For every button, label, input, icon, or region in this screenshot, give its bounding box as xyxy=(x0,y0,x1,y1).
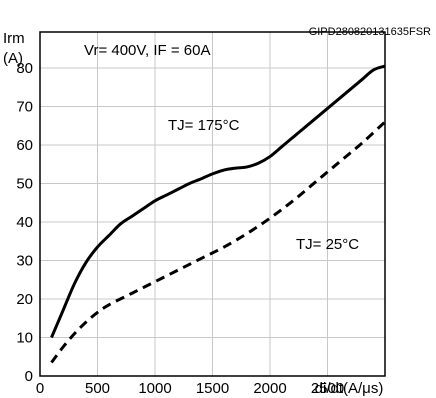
x-axis-label: di/dt(A/μs) xyxy=(315,380,384,397)
y-tick-label: 50 xyxy=(16,176,33,193)
x-tick-label: 500 xyxy=(85,380,110,397)
series-lines xyxy=(50,64,387,364)
y-tick-label: 10 xyxy=(16,330,33,347)
series-line-tj-175 xyxy=(50,64,386,339)
y-axis-label-top: Irm xyxy=(3,30,25,47)
y-tick-label: 60 xyxy=(16,137,33,154)
condition-text: Vr= 400V, IF = 60A xyxy=(84,42,210,59)
grid xyxy=(40,32,385,376)
x-tick-label: 2000 xyxy=(253,380,286,397)
x-tick-labels: 0 500 1000 1500 2000 2500 xyxy=(36,380,344,397)
y-tick-label: 40 xyxy=(16,214,33,231)
y-tick-label: 70 xyxy=(16,99,33,116)
annotation-tj-25: TJ= 25°C xyxy=(296,236,359,253)
x-tick-label: 1000 xyxy=(138,380,171,397)
chart-id-text: GIPD280820131635FSR xyxy=(309,26,431,38)
plot-frame xyxy=(39,31,386,377)
annotation-tj-175: TJ= 175°C xyxy=(168,117,240,134)
y-tick-labels: 0 10 20 30 40 50 60 70 80 xyxy=(16,60,33,385)
series-line-tj-25 xyxy=(50,120,387,364)
x-tick-label: 2500 xyxy=(311,380,344,397)
y-axis-unit: (A) xyxy=(3,50,23,67)
x-tick-label: 1500 xyxy=(196,380,229,397)
y-tick-label: 80 xyxy=(16,60,33,77)
y-tick-label: 0 xyxy=(25,368,33,385)
y-tick-label: 20 xyxy=(16,291,33,308)
y-tick-label: 30 xyxy=(16,253,33,270)
x-tick-label: 0 xyxy=(36,380,44,397)
